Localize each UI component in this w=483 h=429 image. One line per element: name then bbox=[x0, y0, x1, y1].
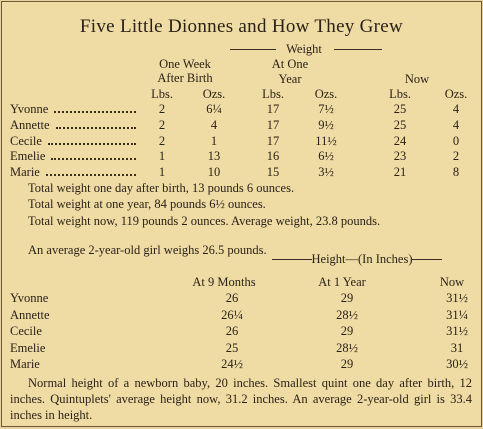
cell: 6¼ bbox=[206, 102, 222, 116]
cell: 2 bbox=[452, 149, 460, 164]
row-name: Annette bbox=[10, 118, 138, 132]
leader bbox=[55, 118, 136, 129]
column-header: Now bbox=[404, 72, 430, 86]
leader bbox=[51, 149, 136, 161]
row-name: Yvonne bbox=[10, 102, 138, 116]
note: Total weight now, 119 pounds 2 ounces. A… bbox=[28, 214, 381, 228]
unit-header: Ozs. bbox=[314, 87, 338, 101]
name-text: Annette bbox=[10, 307, 50, 322]
rule bbox=[334, 49, 382, 50]
unit-header: Lbs. bbox=[151, 87, 173, 101]
cell: 25 bbox=[225, 340, 239, 355]
cell: 28½ bbox=[336, 307, 358, 322]
name-text: Cecile bbox=[10, 324, 42, 338]
group-label: Weight bbox=[286, 42, 322, 56]
column-header: At One bbox=[271, 57, 309, 71]
cell: 11½ bbox=[315, 133, 337, 148]
unit-header: Ozs. bbox=[444, 87, 468, 101]
note: Normal height of a newborn baby, 20 inch… bbox=[10, 376, 472, 422]
cell: 7½ bbox=[318, 102, 334, 116]
cell: 28½ bbox=[336, 340, 358, 355]
leader bbox=[45, 165, 136, 177]
column-header: After Birth bbox=[157, 71, 213, 85]
note: Total weight at one year, 84 pounds 6½ o… bbox=[28, 197, 266, 211]
cell: 25 bbox=[393, 117, 407, 132]
cell: 1 bbox=[210, 133, 218, 148]
cell: 9½ bbox=[318, 117, 334, 132]
row-name: Yvonne bbox=[10, 291, 138, 305]
column-header: Year bbox=[278, 72, 302, 86]
cell: 4 bbox=[452, 102, 460, 116]
cell: 13 bbox=[207, 149, 221, 164]
cell: 29 bbox=[340, 291, 354, 305]
cell: 10 bbox=[207, 165, 221, 180]
cell: 31½ bbox=[446, 291, 468, 305]
name-text: Marie bbox=[10, 165, 40, 180]
cell: 4 bbox=[210, 117, 218, 132]
note: An average 2-year-old girl weighs 26.5 p… bbox=[28, 243, 267, 257]
cell: 29 bbox=[340, 357, 354, 371]
cell: 17 bbox=[266, 117, 280, 132]
cell: 24 bbox=[393, 133, 407, 148]
rule bbox=[230, 49, 276, 50]
column-header: At 9 Months bbox=[192, 275, 256, 289]
cell: 17 bbox=[266, 133, 280, 148]
leader bbox=[47, 134, 136, 145]
cell: 26¼ bbox=[221, 307, 243, 322]
row-name: Annette bbox=[10, 308, 138, 322]
title: Five Little Dionnes and How They Grew bbox=[79, 16, 404, 37]
note: Total weight one day after birth, 13 pou… bbox=[28, 181, 295, 195]
row-name: Marie bbox=[10, 165, 138, 179]
cell: 23 bbox=[393, 149, 407, 164]
row-name: Emelie bbox=[10, 149, 138, 163]
row-name: Marie bbox=[10, 357, 138, 371]
cell: 24½ bbox=[221, 357, 243, 371]
row-name: Emelie bbox=[10, 341, 138, 355]
name-text: Marie bbox=[10, 357, 40, 371]
rule bbox=[272, 259, 312, 260]
leader bbox=[54, 102, 136, 113]
column-header: Now bbox=[439, 275, 465, 289]
cell: 2 bbox=[158, 117, 166, 132]
cell: 3½ bbox=[318, 165, 334, 180]
cell: 29 bbox=[340, 324, 354, 338]
cell: 26 bbox=[225, 324, 239, 338]
unit-header: Lbs. bbox=[262, 87, 284, 101]
cell: 0 bbox=[452, 133, 460, 148]
cell: 17 bbox=[266, 102, 280, 116]
cell: 21 bbox=[393, 165, 407, 180]
name-text: Emelie bbox=[10, 340, 46, 355]
name-text: Yvonne bbox=[10, 291, 49, 305]
cell: 1 bbox=[158, 149, 166, 164]
column-header: One Week bbox=[159, 57, 211, 71]
unit-header: Lbs. bbox=[389, 87, 411, 101]
name-text: Annette bbox=[10, 117, 50, 132]
cell: 2 bbox=[158, 133, 166, 148]
cell: 15 bbox=[266, 165, 280, 180]
cell: 31½ bbox=[446, 324, 468, 338]
name-text: Cecile bbox=[10, 133, 42, 148]
rule bbox=[412, 259, 442, 260]
cell: 26 bbox=[225, 291, 239, 305]
cell: 1 bbox=[158, 165, 166, 180]
cell: 31¼ bbox=[446, 307, 468, 322]
unit-header: Ozs. bbox=[202, 87, 226, 101]
row-name: Cecile bbox=[10, 324, 138, 338]
cell: 25 bbox=[393, 102, 407, 116]
row-name: Cecile bbox=[10, 134, 138, 148]
cell: 2 bbox=[158, 102, 166, 116]
cell: 31 bbox=[450, 340, 464, 355]
cell: 6½ bbox=[318, 149, 334, 164]
cell: 30½ bbox=[446, 357, 468, 371]
cell: 8 bbox=[452, 165, 460, 180]
group-label: Height—(In Inches) bbox=[311, 252, 413, 266]
cell: 4 bbox=[452, 117, 460, 132]
column-header: At 1 Year bbox=[318, 275, 366, 289]
name-text: Yvonne bbox=[10, 102, 49, 116]
name-text: Emelie bbox=[10, 149, 46, 164]
cell: 16 bbox=[266, 149, 280, 164]
